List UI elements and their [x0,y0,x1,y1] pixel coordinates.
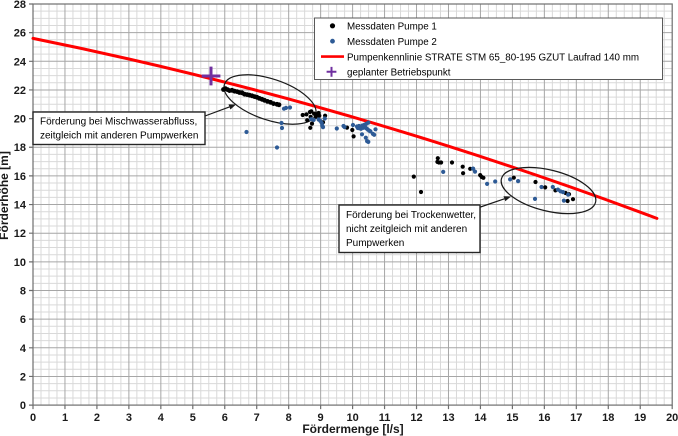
svg-text:Förderhöhe [m]: Förderhöhe [m] [0,151,11,240]
svg-text:8: 8 [20,286,26,298]
svg-text:10: 10 [14,257,26,269]
svg-text:Fördermenge [l/s]: Fördermenge [l/s] [302,422,403,436]
svg-text:3: 3 [126,412,132,424]
svg-text:28: 28 [14,0,26,11]
svg-text:16: 16 [538,412,550,424]
svg-text:15: 15 [506,412,518,424]
svg-text:10: 10 [346,412,358,424]
svg-text:4: 4 [158,412,165,424]
svg-text:17: 17 [570,412,582,424]
svg-text:13: 13 [442,412,454,424]
svg-text:Pumpenkennlinie STRATE STM 65_: Pumpenkennlinie STRATE STM 65_80-195 GZU… [347,52,639,63]
svg-text:20: 20 [14,114,26,126]
svg-text:geplanter Betriebspunkt: geplanter Betriebspunkt [347,68,451,79]
svg-text:18: 18 [602,412,614,424]
svg-text:4: 4 [20,343,27,355]
svg-text:Messdaten Pumpe 1: Messdaten Pumpe 1 [347,22,437,33]
svg-text:16: 16 [14,171,26,183]
svg-text:22: 22 [14,85,26,97]
svg-text:Messdaten Pumpe 2: Messdaten Pumpe 2 [347,37,437,48]
svg-text:11: 11 [379,412,391,424]
svg-text:1: 1 [62,412,68,424]
svg-text:Förderung bei Trockenwetter,: Förderung bei Trockenwetter, [346,210,476,221]
svg-text:Förderung bei Mischwasserabflu: Förderung bei Mischwasserabfluss, [40,117,197,128]
svg-text:0: 0 [20,400,26,412]
svg-text:24: 24 [14,56,27,68]
svg-text:14: 14 [474,412,487,424]
svg-text:6: 6 [20,314,26,326]
svg-text:14: 14 [14,200,27,212]
svg-text:7: 7 [254,412,260,424]
svg-text:5: 5 [190,412,196,424]
svg-text:20: 20 [666,412,678,424]
svg-text:8: 8 [286,412,292,424]
svg-text:26: 26 [14,28,26,40]
svg-text:12: 12 [410,412,422,424]
svg-text:9: 9 [318,412,324,424]
svg-text:2: 2 [20,372,26,384]
svg-text:Pumpwerken: Pumpwerken [346,238,404,249]
svg-text:18: 18 [14,142,26,154]
svg-text:zeitgleich mit anderen Pumpwer: zeitgleich mit anderen Pumpwerken [40,131,198,142]
svg-text:19: 19 [634,412,646,424]
svg-text:12: 12 [14,228,26,240]
svg-text:0: 0 [30,412,36,424]
svg-text:6: 6 [222,412,228,424]
svg-text:2: 2 [94,412,100,424]
svg-text:nicht zeitgleich mit anderen: nicht zeitgleich mit anderen [346,224,467,235]
